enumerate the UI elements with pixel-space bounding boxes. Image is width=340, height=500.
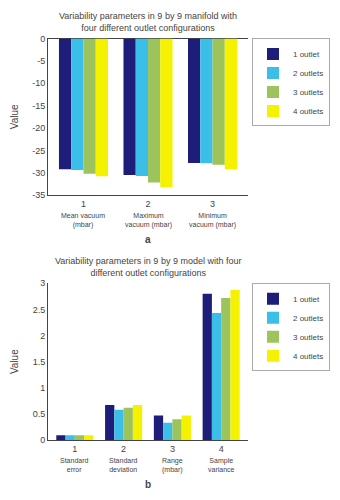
- svg-text:4: 4: [219, 444, 224, 454]
- svg-text:4 outlets: 4 outlets: [293, 107, 323, 116]
- svg-text:1 outlet: 1 outlet: [293, 295, 320, 304]
- svg-text:2: 2: [40, 331, 45, 341]
- svg-text:-25: -25: [32, 146, 45, 156]
- svg-text:1 outlet: 1 outlet: [293, 50, 320, 59]
- svg-text:Value: Value: [9, 349, 20, 374]
- svg-text:b: b: [145, 479, 151, 490]
- svg-text:1: 1: [40, 383, 45, 393]
- svg-text:3: 3: [170, 444, 175, 454]
- svg-text:3: 3: [210, 199, 215, 209]
- svg-text:3 outlets: 3 outlets: [293, 333, 323, 342]
- svg-text:-20: -20: [32, 123, 45, 133]
- svg-text:Standarderror: Standarderror: [60, 457, 89, 473]
- svg-text:Maximumvacuum (mbar): Maximumvacuum (mbar): [125, 212, 172, 229]
- svg-text:Samplevariance: Samplevariance: [208, 457, 235, 473]
- svg-text:1.5: 1.5: [33, 357, 46, 367]
- svg-text:0: 0: [40, 34, 45, 44]
- svg-text:2: 2: [145, 199, 150, 209]
- svg-text:-35: -35: [32, 190, 45, 200]
- svg-text:Range(mbar): Range(mbar): [162, 457, 183, 474]
- svg-text:Variability parameters in 9 by: Variability parameters in 9 by 9 manifol…: [59, 11, 237, 33]
- svg-text:0.5: 0.5: [33, 409, 46, 419]
- svg-text:Mean vacuum(mbar): Mean vacuum(mbar): [61, 212, 105, 229]
- svg-text:Minimumvacuum (mbar): Minimumvacuum (mbar): [189, 212, 236, 229]
- svg-text:a: a: [145, 234, 151, 245]
- svg-text:2: 2: [121, 444, 126, 454]
- svg-text:1: 1: [72, 444, 77, 454]
- svg-text:2.5: 2.5: [33, 305, 46, 315]
- svg-text:3: 3: [40, 278, 45, 288]
- svg-text:0: 0: [40, 435, 45, 445]
- svg-text:Standarddeviation: Standarddeviation: [109, 457, 138, 473]
- svg-text:Variability parameters in 9 by: Variability parameters in 9 by 9 model w…: [55, 256, 241, 278]
- svg-text:4 outlets: 4 outlets: [293, 352, 323, 361]
- svg-text:Value: Value: [9, 104, 20, 129]
- svg-text:2 outlets: 2 outlets: [293, 314, 323, 323]
- svg-text:-15: -15: [32, 101, 45, 111]
- svg-text:1: 1: [81, 199, 86, 209]
- svg-text:3 outlets: 3 outlets: [293, 88, 323, 97]
- svg-text:-30: -30: [32, 168, 45, 178]
- svg-text:-10: -10: [32, 78, 45, 88]
- svg-text:-5: -5: [37, 56, 45, 66]
- svg-text:2 outlets: 2 outlets: [293, 69, 323, 78]
